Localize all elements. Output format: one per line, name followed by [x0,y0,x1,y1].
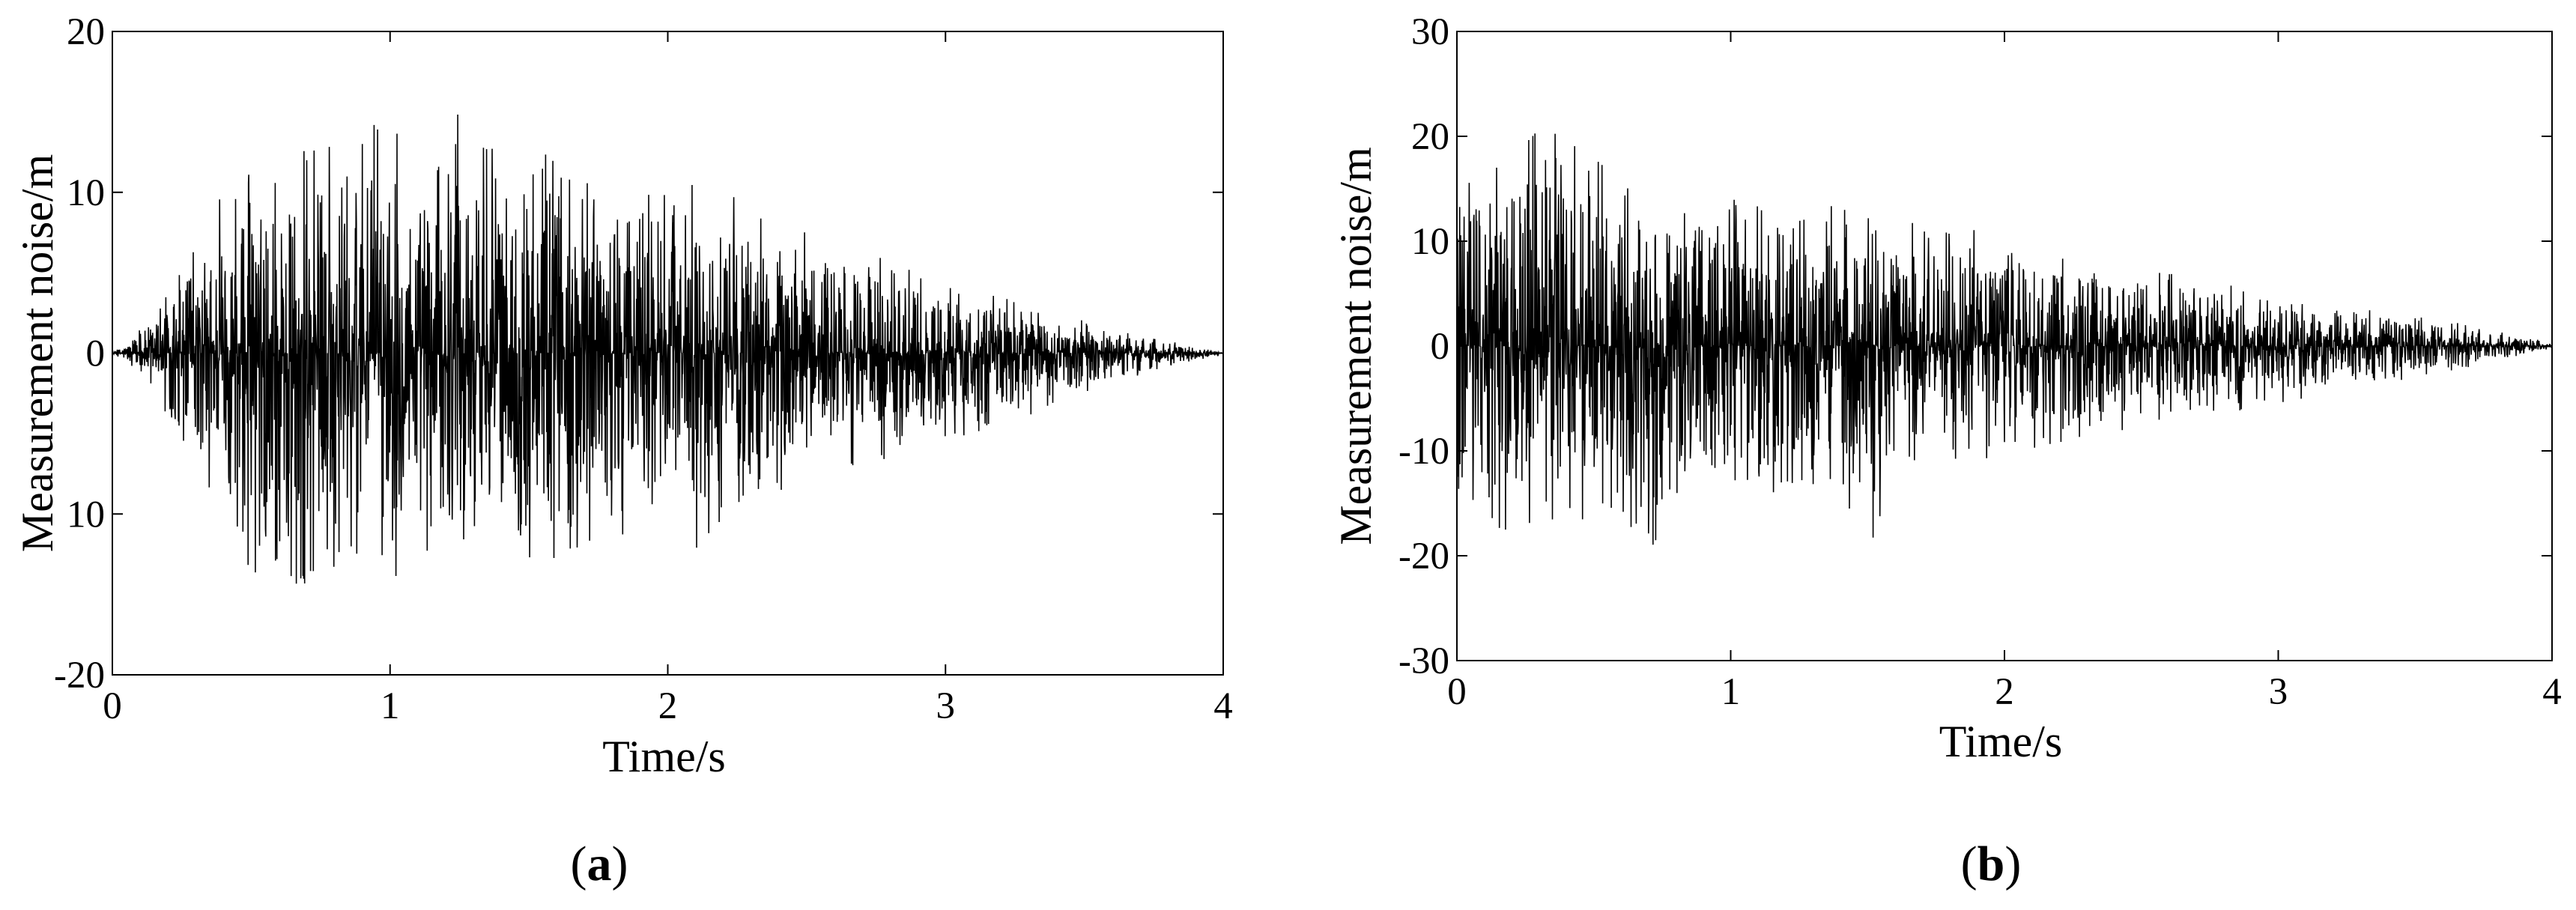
panel-label-open: ( [571,837,587,891]
x-tick-label: 0 [1447,671,1467,713]
x-tick-label: 4 [2542,671,2562,713]
y-tick-label: -20 [1398,536,1449,577]
x-tick-label: 3 [2269,671,2288,713]
x-tick-label: 4 [1213,685,1233,727]
series-trace [112,114,1224,584]
y-tick-label: 10 [67,494,105,536]
panel-label: (a) [571,837,628,891]
panel-label-letter: b [1978,837,2005,891]
x-tick-label: 2 [1995,671,2014,713]
panel-a: 0 1 2 3 4 20 10 0 10 -20 Time/s Measurement noise/m… [13,11,1233,891]
panel-label-letter: a [587,837,612,891]
panel-label-close: ) [2004,837,2021,891]
x-tick-label: 3 [936,685,956,727]
panel-b: 0 1 2 3 4 30 20 10 0 -10 -20 -30 Time/s Measurement n… [1331,11,2562,891]
y-tick-label: 20 [67,11,105,53]
y-tick-label: 0 [1431,326,1450,368]
x-axis-title: Time/s [602,732,726,781]
x-tick-label: 1 [1721,671,1741,713]
y-tick-label: -20 [54,655,105,697]
panel-label-close: ) [612,837,628,891]
x-tick-label: 1 [381,685,400,727]
x-tick-label: 2 [658,685,678,727]
y-tick-label: 10 [1411,221,1449,263]
y-tick-label: 20 [1411,116,1449,158]
panel-label-open: ( [1961,837,1978,891]
panel-label: (b) [1961,837,2022,891]
x-axis-title: Time/s [1939,717,2063,766]
y-tick-label: -30 [1398,640,1449,682]
y-tick-label: -10 [1398,431,1449,473]
y-tick-label: 30 [1411,11,1449,53]
y-axis-title: Measurement noise/m [1331,147,1381,545]
y-tick-label: 0 [86,333,106,375]
series-trace [1456,133,2553,545]
y-tick-label: 10 [67,172,105,214]
y-axis-title: Measurement noise/m [13,154,62,553]
x-tick-label: 0 [103,685,122,727]
